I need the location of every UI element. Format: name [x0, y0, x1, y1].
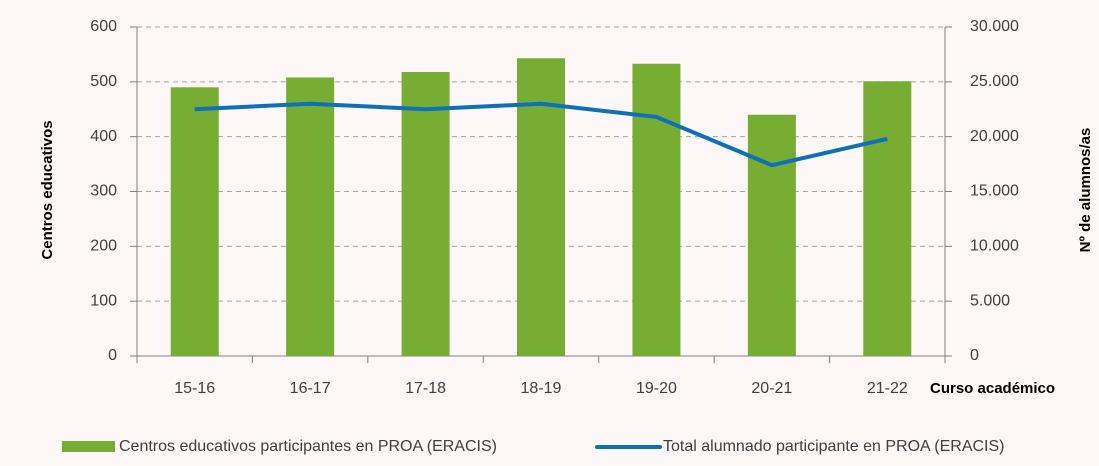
x-tick-label: 15-16 [174, 380, 215, 397]
y-tick-label: 600 [90, 18, 117, 35]
y-tick-label: 0 [108, 347, 117, 364]
bar [747, 114, 796, 356]
bar [401, 71, 450, 357]
legend-label: Centros educativos participantes en PROA… [119, 438, 497, 455]
y2-tick-label: 10.000 [970, 238, 1019, 255]
y2-tick-label: 5.000 [970, 292, 1010, 309]
y2-axis-title: Nº de alumnos/as [1077, 128, 1094, 253]
y-tick-label: 200 [90, 238, 117, 255]
bar [286, 77, 335, 357]
y-tick-label: 500 [90, 73, 117, 90]
x-tick-label: 19-20 [636, 380, 677, 397]
y2-tick-label: 0 [970, 347, 979, 364]
line [194, 101, 888, 168]
bar [632, 63, 681, 356]
y2-tick-label: 20.000 [970, 128, 1019, 145]
x-tick-label: 21-22 [867, 380, 908, 397]
y2-tick-label: 25.000 [970, 73, 1019, 90]
x-tick-label: 16-17 [290, 380, 331, 397]
y2-tick-label: 15.000 [970, 183, 1019, 200]
y2-tick-label: 30.000 [970, 18, 1019, 35]
y-tick-label: 300 [90, 183, 117, 200]
x-tick-label: 20-21 [751, 380, 792, 397]
bar [863, 81, 912, 356]
x-axis-title: Curso académico [930, 380, 1055, 397]
x-tick-label: 17-18 [405, 380, 446, 397]
legend-label: Total alumnado participante en PROA (ERA… [663, 438, 1005, 455]
y-axis-title: Centros educativos [39, 120, 56, 259]
y-tick-label: 400 [90, 128, 117, 145]
y-tick-label: 100 [90, 292, 117, 309]
x-tick-label: 18-19 [521, 380, 562, 397]
legend-swatch [62, 441, 115, 452]
bar [517, 58, 565, 356]
bar [170, 87, 219, 357]
